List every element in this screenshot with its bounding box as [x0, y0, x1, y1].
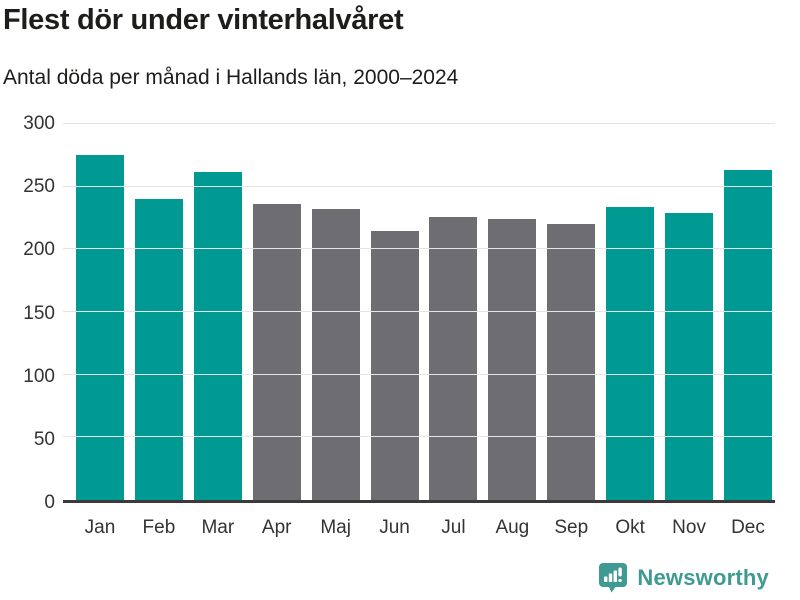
bar-aug	[488, 219, 537, 500]
y-tick-label-150: 150	[23, 302, 55, 324]
gridline-100	[63, 373, 775, 375]
bar-dec	[723, 170, 772, 500]
bar-sep	[547, 224, 596, 500]
chart-subtitle: Antal döda per månad i Hallands län, 200…	[3, 66, 459, 89]
newsworthy-speech-bubble-bar-chart-icon	[599, 563, 628, 593]
y-tick-label-250: 250	[23, 176, 55, 198]
x-tick-label-jun: Jun	[379, 517, 410, 538]
gridline-300	[63, 123, 775, 124]
bar-apr	[252, 204, 301, 500]
bar-mar	[193, 171, 242, 500]
chart-title: Flest dör under vinterhalvåret	[3, 4, 404, 36]
y-tick-label-300: 300	[23, 113, 55, 134]
x-tick-label-nov: Nov	[672, 517, 706, 538]
x-tick-label-aug: Aug	[495, 517, 530, 538]
y-tick-label-0: 0	[44, 492, 55, 513]
bar-jun	[370, 230, 419, 500]
brand-footer: Newsworthy	[598, 562, 769, 593]
gridline-250	[63, 185, 775, 187]
x-tick-label-okt: Okt	[615, 517, 645, 538]
gridline-200	[63, 248, 775, 250]
x-tick-label-maj: Maj	[320, 517, 351, 538]
gridline-150	[63, 311, 775, 312]
bar-nov	[665, 213, 714, 500]
x-axis: Jan Feb Mar Apr Maj Jun Jul Aug Sep Okt Nov Dec	[76, 517, 772, 539]
gridline-50	[63, 436, 775, 438]
y-tick-label-100: 100	[23, 365, 55, 387]
bar-feb	[134, 199, 183, 500]
bar-jan	[76, 155, 124, 500]
x-tick-label-jul: Jul	[441, 517, 466, 538]
y-tick-label-50: 50	[33, 428, 55, 450]
x-tick-label-dec: Dec	[731, 517, 765, 538]
x-tick-label-mar: Mar	[201, 517, 235, 538]
y-tick-label-200: 200	[23, 239, 55, 261]
brand-name: Newsworthy	[637, 564, 769, 590]
x-tick-label-jan: Jan	[84, 517, 116, 538]
bar-okt	[606, 206, 655, 500]
x-tick-label-feb: Feb	[142, 517, 176, 538]
bar-maj	[311, 209, 360, 500]
y-axis: 0 50 100 150 200 250 300	[0, 113, 55, 513]
plot-area	[63, 123, 775, 503]
bar-jul	[429, 216, 478, 500]
x-tick-label-apr: Apr	[261, 517, 292, 538]
bars-row	[76, 124, 772, 500]
x-tick-label-sep: Sep	[554, 517, 589, 538]
